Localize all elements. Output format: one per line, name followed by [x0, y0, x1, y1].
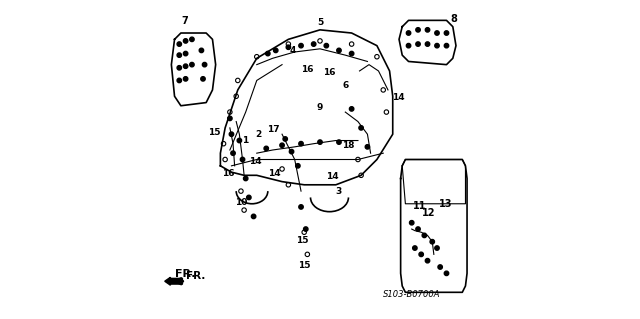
Text: 15: 15 [208, 128, 221, 137]
Text: 15: 15 [296, 236, 309, 245]
Circle shape [201, 77, 205, 81]
Circle shape [406, 31, 411, 35]
Circle shape [435, 43, 439, 48]
Circle shape [296, 164, 300, 168]
Circle shape [430, 240, 435, 244]
Text: FR.: FR. [175, 269, 195, 278]
Circle shape [189, 63, 194, 67]
Circle shape [422, 233, 427, 238]
FancyArrow shape [164, 277, 182, 285]
Text: 16: 16 [222, 169, 234, 178]
Text: 18: 18 [342, 141, 355, 150]
Text: 5: 5 [317, 19, 323, 27]
Text: 1: 1 [242, 136, 248, 145]
Circle shape [337, 48, 341, 53]
Circle shape [416, 28, 420, 32]
Circle shape [177, 66, 182, 70]
Circle shape [202, 63, 207, 67]
Text: 4: 4 [290, 46, 296, 55]
Text: 8: 8 [451, 14, 457, 24]
Circle shape [243, 176, 248, 181]
Text: 12: 12 [422, 208, 435, 218]
Text: 14: 14 [249, 157, 262, 166]
Text: 2: 2 [255, 130, 262, 139]
Circle shape [177, 78, 182, 83]
Text: FR.: FR. [186, 271, 205, 281]
Circle shape [349, 51, 354, 56]
Text: 14: 14 [268, 169, 280, 178]
Circle shape [189, 37, 194, 41]
Circle shape [184, 64, 188, 69]
Circle shape [231, 151, 236, 155]
Circle shape [312, 42, 316, 46]
Circle shape [419, 252, 424, 256]
Circle shape [283, 137, 287, 141]
Circle shape [444, 31, 449, 35]
Circle shape [177, 42, 182, 46]
Circle shape [426, 28, 429, 32]
Text: 13: 13 [438, 199, 452, 209]
Circle shape [273, 48, 278, 53]
Circle shape [416, 42, 420, 46]
Text: 10: 10 [235, 198, 247, 207]
Circle shape [444, 271, 449, 276]
Circle shape [435, 246, 439, 250]
Circle shape [410, 220, 414, 225]
Text: 14: 14 [326, 172, 339, 182]
Circle shape [240, 157, 244, 162]
Circle shape [177, 53, 182, 57]
Circle shape [252, 214, 256, 219]
Text: 9: 9 [317, 103, 323, 112]
Circle shape [228, 116, 232, 121]
Circle shape [229, 132, 234, 137]
Circle shape [416, 227, 420, 231]
Circle shape [199, 48, 204, 53]
Circle shape [324, 43, 328, 48]
Circle shape [413, 246, 417, 250]
Circle shape [286, 45, 291, 49]
Circle shape [184, 51, 188, 56]
Circle shape [303, 227, 308, 231]
Text: 11: 11 [413, 201, 427, 211]
Text: 6: 6 [342, 81, 348, 90]
Circle shape [337, 140, 341, 144]
Text: 17: 17 [267, 125, 280, 134]
Circle shape [237, 138, 241, 143]
Circle shape [289, 149, 294, 154]
Circle shape [318, 140, 322, 144]
Circle shape [349, 107, 354, 111]
Text: 3: 3 [336, 187, 342, 196]
Text: 16: 16 [323, 68, 336, 77]
Circle shape [266, 51, 270, 56]
Circle shape [406, 43, 411, 48]
Circle shape [280, 143, 284, 147]
Circle shape [435, 31, 439, 35]
Circle shape [426, 258, 429, 263]
Circle shape [438, 265, 442, 269]
Circle shape [299, 43, 303, 48]
Circle shape [426, 42, 429, 46]
Circle shape [359, 126, 364, 130]
Circle shape [264, 146, 268, 151]
Circle shape [299, 141, 303, 146]
Circle shape [246, 195, 251, 200]
Circle shape [184, 39, 188, 43]
Circle shape [184, 77, 188, 81]
Text: 15: 15 [298, 261, 310, 270]
Text: 7: 7 [182, 16, 188, 26]
Text: 14: 14 [392, 93, 404, 102]
Circle shape [444, 43, 449, 48]
Circle shape [299, 205, 303, 209]
Text: S103-B0700A: S103-B0700A [383, 290, 441, 299]
Text: 16: 16 [301, 65, 314, 74]
Circle shape [365, 145, 370, 149]
